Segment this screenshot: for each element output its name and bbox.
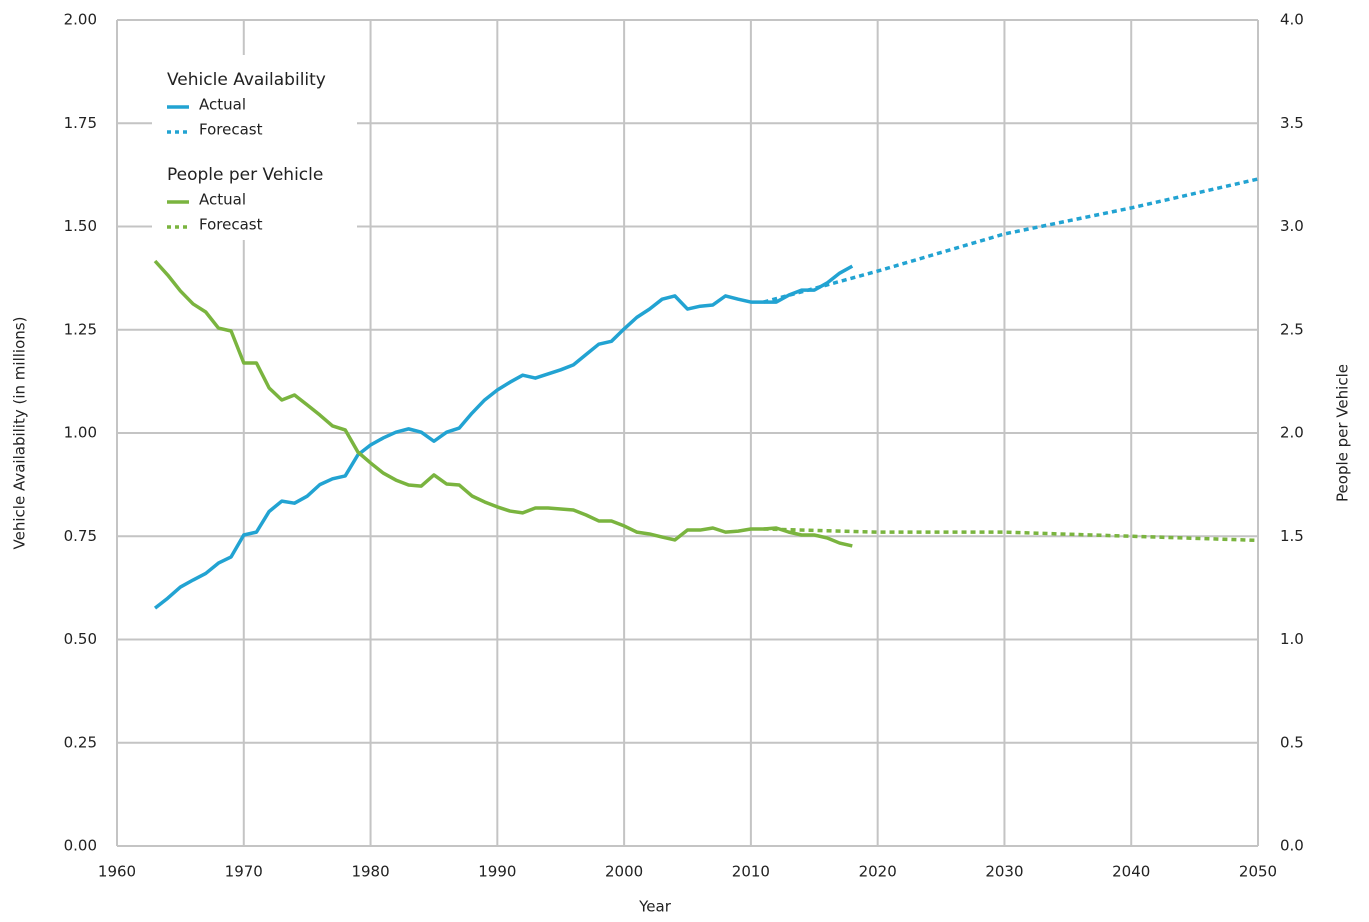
- legend-label: Forecast: [199, 121, 263, 139]
- legend-group-title: Vehicle Availability: [167, 70, 326, 90]
- y-tick-label: 1.50: [64, 217, 97, 235]
- y-tick-label: 0.25: [64, 733, 97, 751]
- y2-axis-label: People per Vehicle: [1334, 364, 1352, 502]
- legend-label: Forecast: [199, 216, 263, 234]
- x-tick-label: 2020: [859, 863, 897, 881]
- legend-box: [152, 55, 357, 240]
- y2-tick-label: 3.5: [1280, 114, 1304, 132]
- y-tick-label: 2.00: [64, 11, 97, 29]
- legend-group-title: People per Vehicle: [167, 165, 323, 185]
- y2-tick-label: 2.0: [1280, 424, 1304, 442]
- x-axis-label: Year: [638, 898, 672, 916]
- legend-label: Actual: [199, 191, 246, 209]
- x-tick-label: 2030: [985, 863, 1023, 881]
- x-tick-label: 1990: [478, 863, 516, 881]
- y-tick-label: 0.50: [64, 630, 97, 648]
- x-tick-label: 2040: [1112, 863, 1150, 881]
- y2-tick-label: 1.5: [1280, 527, 1304, 545]
- legend-label: Actual: [199, 96, 246, 114]
- y-tick-label: 1.25: [64, 320, 97, 338]
- y-tick-label: 0.00: [64, 837, 97, 855]
- y2-tick-label: 0.0: [1280, 837, 1304, 855]
- line: [153, 264, 854, 610]
- x-tick-label: 2050: [1239, 863, 1277, 881]
- y2-tick-label: 0.5: [1280, 733, 1304, 751]
- y-axis-label: Vehicle Availability (in millions): [11, 317, 29, 550]
- y2-tick-label: 2.5: [1280, 320, 1304, 338]
- line: [153, 259, 853, 548]
- x-tick-label: 1970: [225, 863, 263, 881]
- line: [763, 177, 1259, 304]
- x-tick-label: 1960: [98, 863, 136, 881]
- x-tick-label: 2010: [732, 863, 770, 881]
- x-tick-label: 2000: [605, 863, 643, 881]
- y-tick-label: 1.00: [64, 424, 97, 442]
- x-tick-label: 1980: [351, 863, 389, 881]
- y2-tick-label: 4.0: [1280, 11, 1304, 29]
- y2-tick-label: 1.0: [1280, 630, 1304, 648]
- line: [763, 527, 1259, 543]
- y-tick-label: 0.75: [64, 527, 97, 545]
- y2-tick-label: 3.0: [1280, 217, 1304, 235]
- y-tick-label: 1.75: [64, 114, 97, 132]
